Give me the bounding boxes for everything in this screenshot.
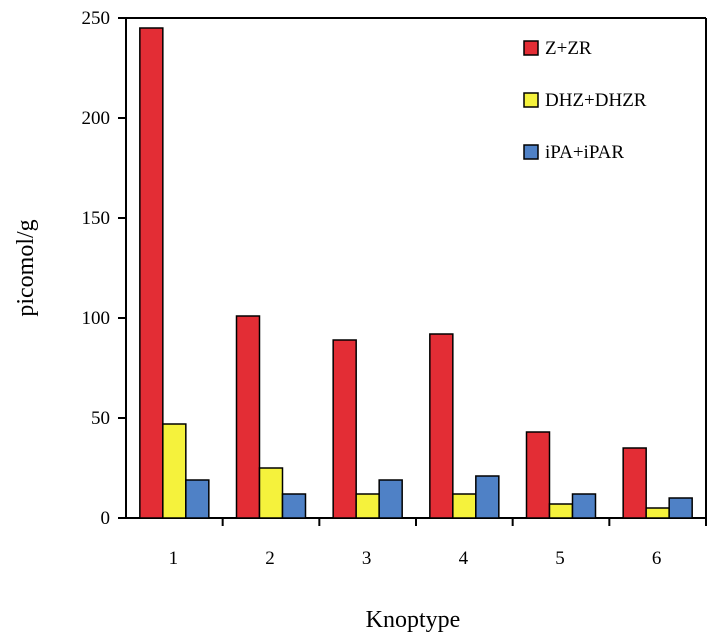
bars <box>139 27 693 519</box>
bar-ipa-ipar-2 <box>281 493 307 519</box>
x-tick-label: 5 <box>555 548 565 569</box>
bar-dhz-dhzr-2 <box>258 467 284 519</box>
y-tick-label: 200 <box>82 108 111 129</box>
x-axis-ticks: 1 2 3 4 5 6 <box>169 518 707 569</box>
bar-dhz-dhzr-5 <box>548 503 574 519</box>
legend-swatch <box>523 92 539 108</box>
bar-z-zr-6 <box>622 447 647 519</box>
bar-z-zr-5 <box>525 431 551 519</box>
x-tick-label: 4 <box>459 548 469 569</box>
bar-ipa-ipar-4 <box>475 475 500 519</box>
bar-z-zr-4 <box>429 333 454 519</box>
bar-dhz-dhzr-6 <box>645 507 670 519</box>
y-tick-label: 50 <box>91 408 110 429</box>
bar-z-zr-1 <box>139 27 164 519</box>
y-tick-label: 0 <box>101 508 111 529</box>
x-tick-label: 1 <box>169 548 179 569</box>
bar-ipa-ipar-6 <box>668 497 693 519</box>
bar-z-zr-3 <box>332 339 357 519</box>
bar-ipa-ipar-5 <box>571 493 597 519</box>
bar-dhz-dhzr-1 <box>162 423 187 519</box>
legend-label: iPA+iPAR <box>545 142 624 163</box>
y-tick-label: 150 <box>82 208 111 229</box>
y-axis-ticks: 0 50 100 150 200 250 <box>82 8 126 529</box>
bar-ipa-ipar-3 <box>378 479 403 519</box>
bar-dhz-dhzr-4 <box>452 493 477 519</box>
y-tick-label: 100 <box>82 308 111 329</box>
legend-swatch <box>523 40 539 56</box>
x-tick-label: 3 <box>362 548 372 569</box>
y-tick-label: 250 <box>82 8 111 29</box>
legend-label: DHZ+DHZR <box>545 90 647 111</box>
legend-label: Z+ZR <box>545 38 592 59</box>
bar-dhz-dhzr-3 <box>355 493 380 519</box>
x-axis-title: Knoptype <box>366 607 461 633</box>
x-tick-label: 6 <box>652 548 662 569</box>
x-tick-label: 2 <box>265 548 275 569</box>
legend-swatch <box>523 144 539 160</box>
bar-ipa-ipar-1 <box>185 479 210 519</box>
bar-z-zr-2 <box>235 315 261 519</box>
legend: Z+ZR DHZ+DHZR iPA+iPAR <box>523 38 647 163</box>
y-axis-title: picomol/g <box>13 219 39 316</box>
